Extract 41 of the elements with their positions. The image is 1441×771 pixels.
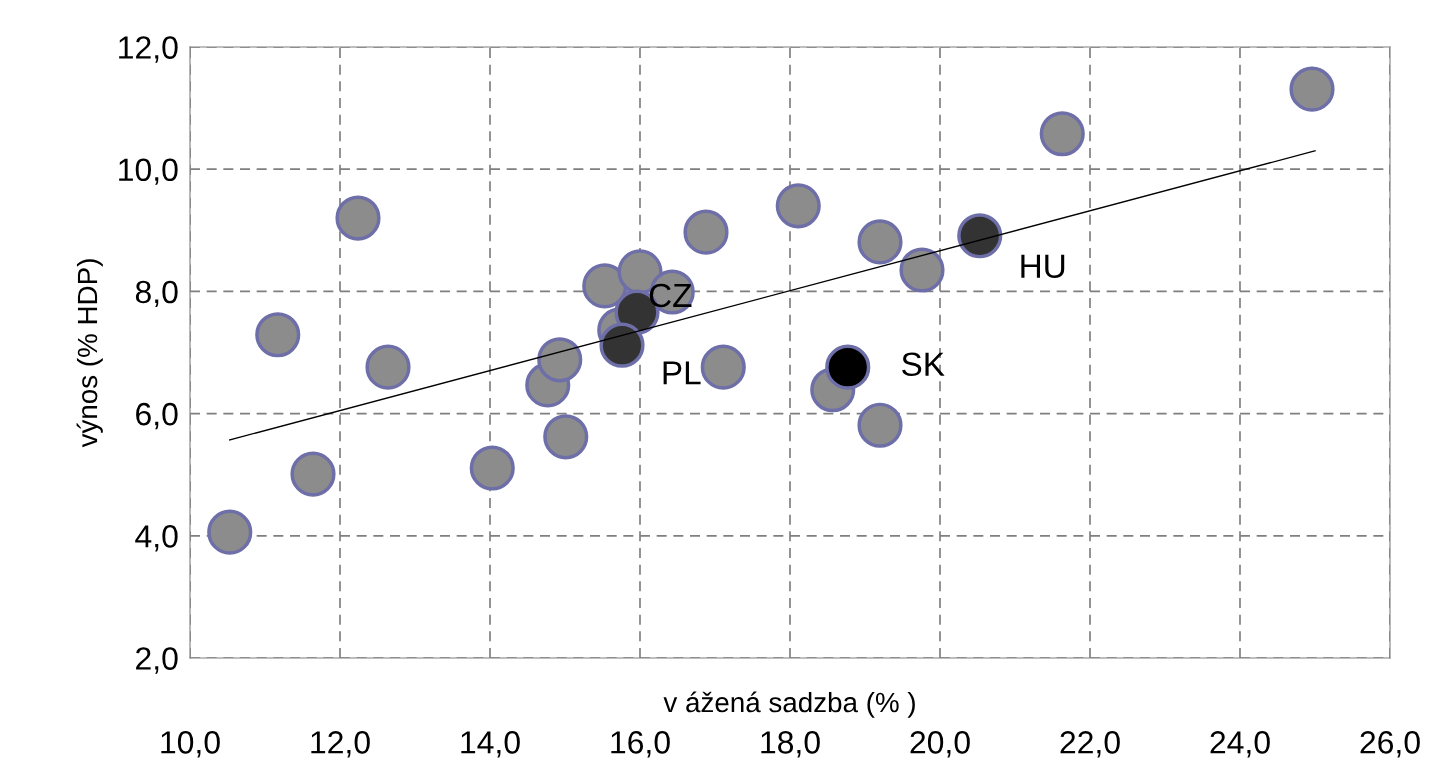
annotation: CZ [649, 283, 692, 308]
y-tick-label: 8,0 [135, 280, 178, 308]
x-tick-label: 16,0 [611, 731, 670, 758]
y-axis-title: výnos (% HDP) [76, 259, 103, 448]
point [582, 263, 628, 309]
point [683, 209, 729, 255]
y-tick-label: 2,0 [136, 647, 178, 674]
point [899, 247, 945, 293]
x-tick-label: 14,0 [461, 731, 520, 758]
x-tick-label: 22,0 [1060, 731, 1120, 758]
x-tick-label: 24,0 [1210, 731, 1270, 758]
x-tick-label: 12,0 [311, 731, 370, 758]
point [335, 195, 381, 241]
y-tick-label: 6,0 [136, 402, 178, 430]
point [700, 344, 746, 390]
point [1289, 66, 1335, 112]
x-tick-label: 26,0 [1360, 731, 1420, 758]
point [469, 445, 515, 491]
point [365, 344, 411, 390]
annotation: PL [663, 361, 701, 385]
point [857, 219, 903, 265]
point [255, 312, 301, 358]
point [857, 402, 903, 448]
x-tick-label: 10,0 [161, 731, 220, 758]
point [207, 509, 253, 555]
point [775, 183, 821, 229]
annotation: HU [1021, 254, 1065, 279]
point [599, 322, 645, 368]
point [957, 213, 1003, 259]
y-tick-label: 4,0 [135, 525, 178, 552]
point [1039, 111, 1085, 157]
point [825, 344, 871, 390]
annotation: SK [902, 352, 945, 377]
y-tick-label: 12,0 [119, 36, 178, 63]
x-axis-title: v ážená sadzba (% ) [663, 691, 915, 718]
x-tick-label: 18,0 [761, 731, 820, 758]
point [537, 337, 583, 383]
point [290, 451, 336, 497]
point [543, 414, 589, 460]
x-tick-label: 20,0 [910, 731, 970, 758]
y-tick-label: 10,0 [119, 158, 178, 185]
